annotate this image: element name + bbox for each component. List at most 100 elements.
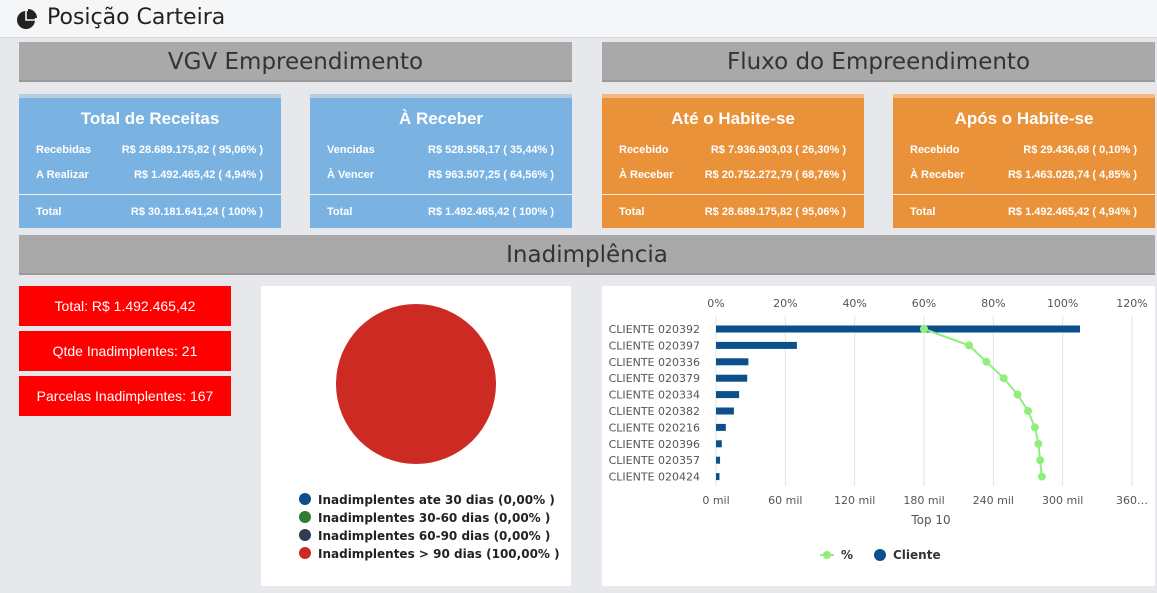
legend-pct-label[interactable]: % <box>841 548 853 562</box>
card-row: Recebidas R$ 28.689.175,82 ( 95,06% ) <box>19 144 281 160</box>
row-label: Recebido <box>619 144 669 156</box>
legend-dot <box>299 511 311 523</box>
legend-pct-marker <box>823 551 831 559</box>
pct-tick-label: 40% <box>842 297 866 310</box>
card-total-row: Total R$ 30.181.641,24 ( 100% ) <box>19 206 281 222</box>
card-row: À Receber R$ 1.463.028,74 ( 4,85% ) <box>893 169 1155 185</box>
pie-chart <box>336 304 496 464</box>
row-label: À Receber <box>619 169 674 181</box>
category-label: CLIENTE 020357 <box>609 454 700 467</box>
pct-tick-label: 60% <box>912 297 936 310</box>
row-value: R$ 7.936.903,03 ( 26,30% ) <box>710 144 846 156</box>
bar[interactable] <box>716 440 722 448</box>
pct-point[interactable] <box>965 341 974 350</box>
bar[interactable] <box>716 374 748 382</box>
pct-tick-label: 20% <box>773 297 797 310</box>
card-apos-habite-se: Após o Habite-se Recebido R$ 29.436,68 ( … <box>893 94 1155 228</box>
x-tick-label: 60 mil <box>768 494 802 507</box>
page-title: Posição Carteira <box>47 5 226 30</box>
card-title: À Receber <box>398 109 484 128</box>
bar[interactable] <box>716 325 1080 333</box>
top10-chart: 0% 20% 40% 60% 80% 100% 120% 0 mil 60 mil 120 mil… <box>609 297 1148 562</box>
row-value: R$ 28.689.175,82 ( 95,06% ) <box>704 206 846 218</box>
card-row: À Vencer R$ 963.507,25 ( 64,56% ) <box>310 169 572 185</box>
row-label: Total <box>36 206 62 218</box>
pct-point[interactable] <box>982 357 991 366</box>
pct-point[interactable] <box>1024 407 1032 415</box>
pct-tick-label: 80% <box>981 297 1005 310</box>
pct-point[interactable] <box>1036 456 1045 465</box>
card-divider <box>602 194 864 195</box>
legend-cliente-label[interactable]: Cliente <box>893 548 941 562</box>
row-value: R$ 28.689.175,82 ( 95,06% ) <box>121 144 263 156</box>
legend-dot <box>299 529 311 541</box>
row-value: R$ 1.492.465,42 ( 4,94% ) <box>133 169 263 181</box>
x-tick-label: 300 mil <box>1042 494 1083 507</box>
pct-point[interactable] <box>920 325 928 333</box>
card-total-row: Total R$ 1.492.465,42 ( 100% ) <box>310 206 572 222</box>
legend-dot <box>299 493 311 505</box>
x-tick-label: 180 mil <box>903 494 944 507</box>
category-label: CLIENTE 020379 <box>609 372 700 385</box>
pct-line <box>923 328 1043 477</box>
card-a-receber: À Receber Vencidas R$ 528.958,17 ( 35,44%… <box>310 94 572 228</box>
row-value: R$ 1.492.465,42 ( 100% ) <box>428 206 554 218</box>
row-value: R$ 30.181.641,24 ( 100% ) <box>130 206 263 218</box>
category-label: CLIENTE 020397 <box>609 339 700 352</box>
legend-item-60-90[interactable]: Inadimplentes 60-90 dias (0,00% ) <box>299 529 550 543</box>
card-divider <box>19 194 281 195</box>
pct-point[interactable] <box>1037 472 1046 481</box>
section-inadimplencia: Inadimplência <box>19 235 1155 275</box>
card-divider <box>893 194 1155 195</box>
bar[interactable] <box>716 473 720 481</box>
card-title: Após o Habite-se <box>954 109 1094 128</box>
pie-chart-icon <box>17 9 37 29</box>
card-total-row: Total R$ 1.492.465,42 ( 4,94% ) <box>893 206 1155 222</box>
row-value: R$ 1.463.028,74 ( 4,85% ) <box>1007 169 1137 181</box>
x-axis-title: Top 10 <box>910 513 950 527</box>
pie-chart-panel: Inadimplentes ate 30 dias (0,00% ) Inadi… <box>261 286 571 586</box>
pct-point[interactable] <box>1030 423 1039 432</box>
bar[interactable] <box>716 391 740 399</box>
row-label: À Vencer <box>327 169 375 181</box>
legend-cliente-marker <box>874 549 886 561</box>
row-label: A Realizar <box>36 169 89 181</box>
category-label: CLIENTE 020336 <box>609 356 700 369</box>
pct-point[interactable] <box>1013 390 1022 399</box>
legend-item-90[interactable]: Inadimplentes > 90 dias (100,00% ) <box>299 547 560 561</box>
row-value: R$ 1.492.465,42 ( 4,94% ) <box>1007 206 1137 218</box>
x-tick-label: 360… <box>1116 494 1148 507</box>
bar[interactable] <box>716 423 726 431</box>
card-row: À Receber R$ 20.752.272,79 ( 68,76% ) <box>602 169 864 185</box>
pie-slice[interactable] <box>336 304 496 464</box>
bar[interactable] <box>716 407 734 415</box>
pct-tick-label: 120% <box>1116 297 1147 310</box>
top-bar: Posição Carteira <box>0 0 1157 38</box>
row-label: Total <box>910 206 936 218</box>
pct-point[interactable] <box>999 374 1008 383</box>
x-tick-label: 120 mil <box>834 494 875 507</box>
bar[interactable] <box>716 358 749 366</box>
row-label: Total <box>619 206 645 218</box>
legend-item-30-60[interactable]: Inadimplentes 30-60 dias (0,00% ) <box>299 511 550 525</box>
card-ate-habite-se: Até o Habite-se Recebido R$ 7.936.903,03 … <box>602 94 864 228</box>
bar[interactable] <box>716 341 797 349</box>
category-label: CLIENTE 020382 <box>609 405 700 418</box>
card-row: Recebido R$ 29.436,68 ( 0,10% ) <box>893 144 1155 160</box>
category-label: CLIENTE 020392 <box>609 323 700 336</box>
row-value: R$ 963.507,25 ( 64,56% ) <box>428 169 554 181</box>
card-row: A Realizar R$ 1.492.465,42 ( 4,94% ) <box>19 169 281 185</box>
pct-tick-label: 100% <box>1047 297 1078 310</box>
bar[interactable] <box>716 456 721 464</box>
top10-chart-panel: 0% 20% 40% 60% 80% 100% 120% 0 mil 60 mil 120 mil… <box>602 286 1155 586</box>
section-vgv: VGV Empreendimento <box>19 42 572 82</box>
category-label: CLIENTE 020334 <box>609 389 700 402</box>
inad-total-badge: Total: R$ 1.492.465,42 <box>19 286 231 326</box>
card-total-row: Total R$ 28.689.175,82 ( 95,06% ) <box>602 206 864 222</box>
legend-label: Inadimplentes 60-90 dias (0,00% ) <box>318 529 551 543</box>
card-title: Até o Habite-se <box>671 109 795 128</box>
card-row: Vencidas R$ 528.958,17 ( 35,44% ) <box>310 144 572 160</box>
legend-item-30[interactable]: Inadimplentes ate 30 dias (0,00% ) <box>299 493 555 507</box>
pct-point[interactable] <box>1034 439 1043 448</box>
section-fluxo: Fluxo do Empreendimento <box>602 42 1155 82</box>
